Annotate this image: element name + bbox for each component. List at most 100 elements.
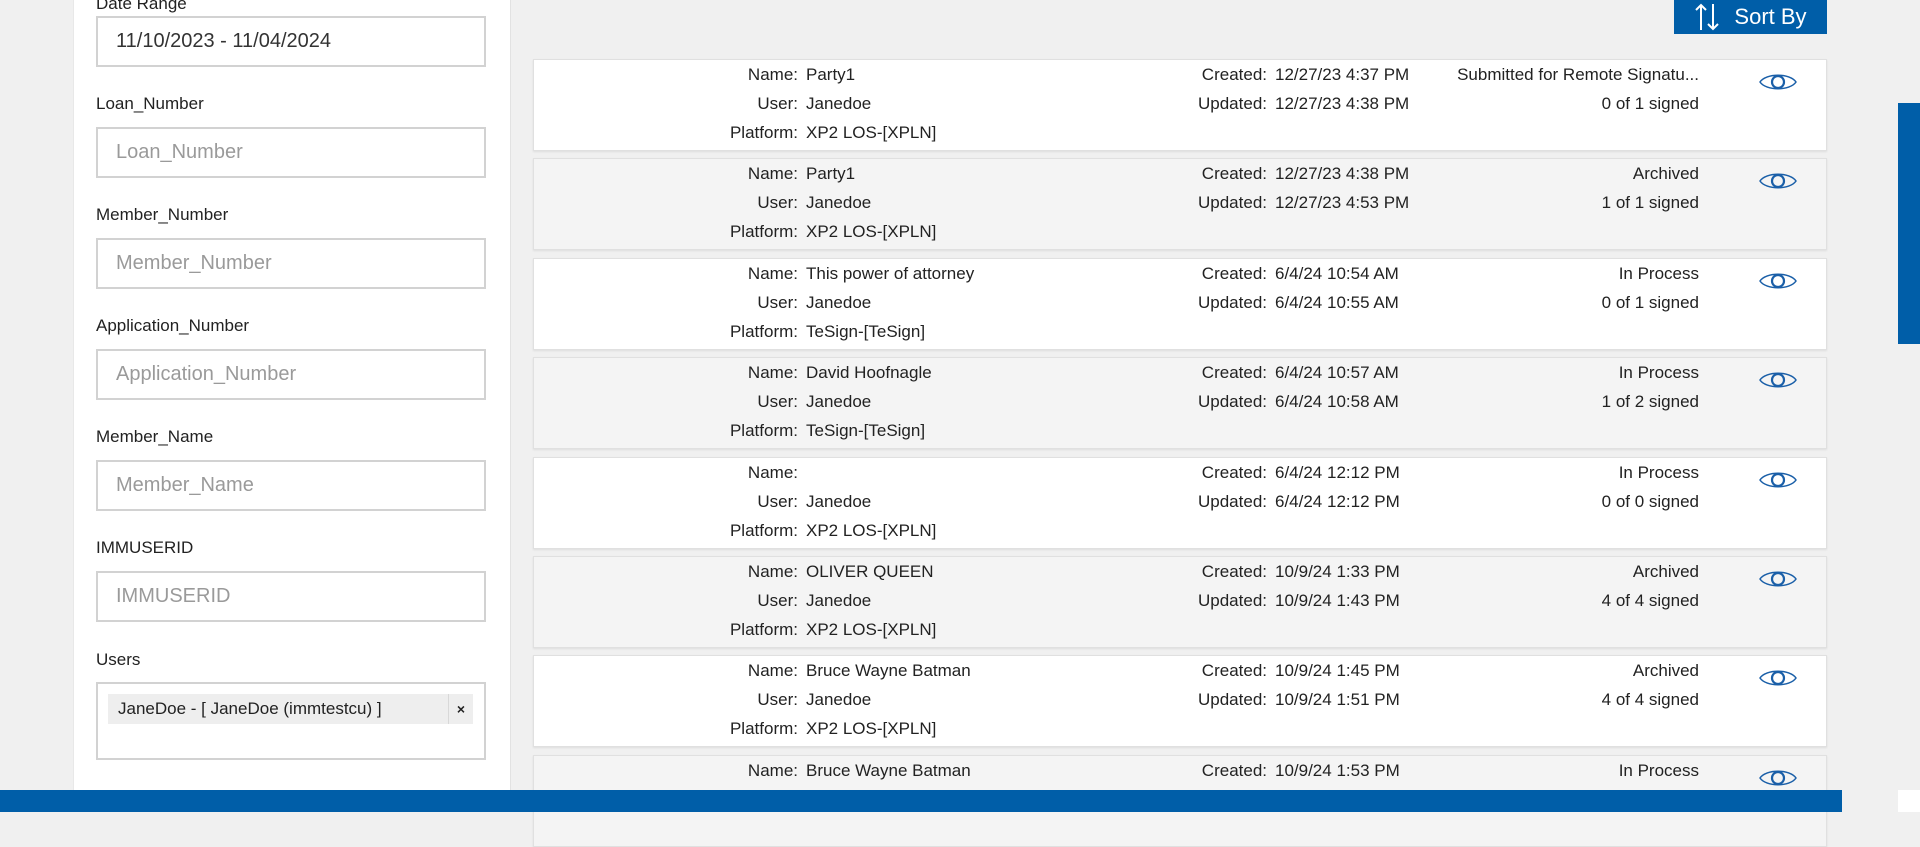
record-signed-count: 1 of 2 signed: [1601, 392, 1699, 412]
users-label: Users: [96, 650, 141, 669]
record-signed-count: 0 of 0 signed: [1601, 491, 1699, 511]
member-name-input[interactable]: [96, 460, 486, 511]
user-key: User:: [757, 591, 798, 610]
name-key: Name:: [747, 462, 798, 482]
record-row[interactable]: Name: User: Janedoe Platform: XP2 LOS-[X…: [533, 456, 1827, 549]
created-key: Created:: [1201, 462, 1267, 482]
user-key: User:: [757, 690, 798, 710]
footer-bar: [0, 790, 1842, 812]
record-platform: XP2 LOS-[XPLN]: [806, 520, 937, 540]
record-updated: 12/27/23 4:53 PM: [1275, 193, 1410, 213]
record-updated: 10/9/24 1:51 PM: [1275, 690, 1400, 710]
application-number-input[interactable]: [96, 349, 486, 400]
platform-key: Platform:: [729, 123, 798, 142]
view-eye-icon[interactable]: [1758, 269, 1798, 293]
sort-by-label: Sort By: [1734, 4, 1807, 29]
record-created: 6/4/24 12:12 PM: [1275, 462, 1400, 482]
record-created: 10/9/24 1:33 PM: [1275, 562, 1400, 581]
record-name: David Hoofnagle: [806, 363, 932, 383]
record-user: Janedoe: [806, 94, 872, 113]
record-name: Bruce Wayne Batman: [806, 760, 971, 780]
sort-arrows-icon: [1695, 3, 1720, 31]
record-user: Janedoe: [806, 193, 872, 213]
record-row[interactable]: Name: Party1 User: Janedoe Platform: XP2…: [533, 158, 1827, 251]
updated-key: Updated:: [1198, 193, 1267, 213]
record-status: Archived: [1632, 562, 1699, 581]
record-updated: 6/4/24 10:55 AM: [1275, 292, 1399, 312]
date-range-input[interactable]: [96, 16, 486, 67]
date-range-label: Date Range: [96, 0, 187, 13]
users-multiselect[interactable]: JaneDoe - [ JaneDoe (immtestcu) ] ×: [96, 682, 486, 760]
sort-by-button[interactable]: Sort By: [1674, 0, 1827, 34]
name-key: Name:: [747, 164, 798, 184]
member-number-input[interactable]: [96, 238, 486, 289]
platform-key: Platform:: [729, 719, 798, 739]
record-row[interactable]: Name: David Hoofnagle User: Janedoe Plat…: [533, 357, 1827, 450]
view-eye-icon[interactable]: [1758, 368, 1798, 392]
record-user: Janedoe: [806, 392, 872, 412]
record-created: 10/9/24 1:45 PM: [1275, 661, 1400, 681]
record-status: Archived: [1632, 164, 1699, 184]
updated-key: Updated:: [1198, 491, 1267, 511]
record-created: 12/27/23 4:38 PM: [1275, 164, 1410, 184]
record-user: Janedoe: [806, 591, 872, 610]
record-platform: XP2 LOS-[XPLN]: [806, 719, 937, 739]
record-row[interactable]: Name: Bruce Wayne Batman User: Janedoe P…: [533, 655, 1827, 748]
created-key: Created:: [1201, 363, 1267, 383]
record-status: In Process: [1618, 363, 1699, 383]
record-row[interactable]: Name: OLIVER QUEEN User: Janedoe Platfor…: [533, 556, 1827, 648]
view-eye-icon[interactable]: [1758, 766, 1798, 790]
record-platform: TeSign-[TeSign]: [806, 321, 926, 341]
corner: [1898, 790, 1920, 812]
created-key: Created:: [1201, 661, 1267, 681]
created-key: Created:: [1201, 164, 1267, 184]
updated-key: Updated:: [1198, 591, 1267, 610]
loan-number-label: Loan_Number: [96, 94, 204, 113]
view-eye-icon[interactable]: [1758, 567, 1798, 591]
record-signed-count: 0 of 1 signed: [1601, 292, 1699, 312]
record-row[interactable]: Name: This power of attorney User: Janed…: [533, 257, 1827, 350]
member-number-label: Member_Number: [96, 205, 229, 224]
record-platform: XP2 LOS-[XPLN]: [806, 123, 937, 142]
updated-key: Updated:: [1198, 292, 1267, 312]
record-updated: 6/4/24 10:58 AM: [1275, 392, 1399, 412]
member-name-label: Member_Name: [96, 427, 214, 446]
record-name: This power of attorney: [806, 263, 975, 283]
record-created: 6/4/24 10:57 AM: [1275, 363, 1399, 383]
view-eye-icon[interactable]: [1758, 169, 1798, 193]
record-updated: 10/9/24 1:43 PM: [1275, 591, 1400, 610]
platform-key: Platform:: [729, 620, 798, 639]
name-key: Name:: [747, 562, 798, 581]
user-chip: JaneDoe - [ JaneDoe (immtestcu) ] ×: [108, 694, 473, 724]
user-key: User:: [757, 94, 798, 113]
record-status: In Process: [1618, 462, 1699, 482]
view-eye-icon[interactable]: [1758, 666, 1798, 690]
record-user: Janedoe: [806, 491, 872, 511]
created-key: Created:: [1201, 263, 1267, 283]
record-status: In Process: [1618, 760, 1699, 780]
remove-chip-icon[interactable]: ×: [448, 694, 473, 724]
created-key: Created:: [1201, 65, 1267, 84]
created-key: Created:: [1201, 760, 1267, 780]
platform-key: Platform:: [729, 520, 798, 540]
record-status: Submitted for Remote Signatu...: [1457, 65, 1699, 84]
user-key: User:: [757, 392, 798, 412]
immuserid-input[interactable]: [96, 571, 486, 622]
record-signed-count: 1 of 1 signed: [1601, 193, 1699, 213]
view-eye-icon[interactable]: [1758, 468, 1798, 492]
record-row[interactable]: Name: Party1 User: Janedoe Platform: XP2…: [533, 59, 1827, 151]
updated-key: Updated:: [1198, 690, 1267, 710]
scrollbar-thumb[interactable]: [1898, 103, 1920, 344]
view-eye-icon[interactable]: [1758, 70, 1798, 94]
platform-key: Platform:: [729, 222, 798, 242]
updated-key: Updated:: [1198, 94, 1267, 113]
name-key: Name:: [747, 760, 798, 780]
name-key: Name:: [747, 661, 798, 681]
platform-key: Platform:: [729, 321, 798, 341]
platform-key: Platform:: [729, 421, 798, 441]
record-user: Janedoe: [806, 292, 872, 312]
name-key: Name:: [747, 363, 798, 383]
record-platform: XP2 LOS-[XPLN]: [806, 222, 937, 242]
loan-number-input[interactable]: [96, 127, 486, 178]
record-updated: 6/4/24 12:12 PM: [1275, 491, 1400, 511]
